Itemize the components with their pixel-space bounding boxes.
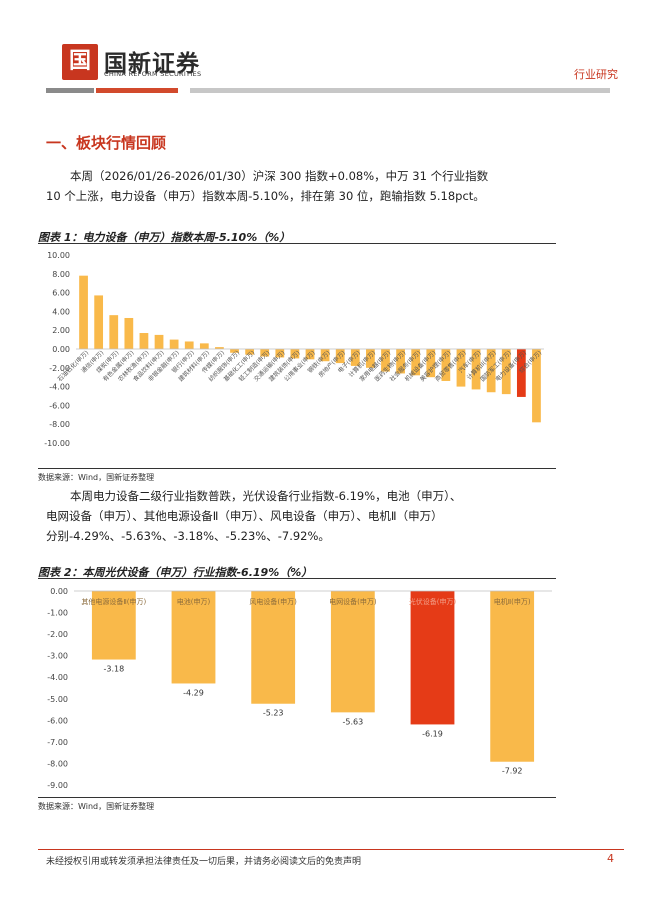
figure-2-top-rule [38, 578, 556, 579]
y-tick-label: -3.00 [47, 652, 68, 661]
y-tick-label: -2.00 [49, 364, 70, 373]
bar [350, 349, 360, 366]
bar [426, 349, 436, 378]
company-logo-icon: 国 [62, 44, 98, 80]
y-tick-label: -10.00 [44, 439, 70, 448]
bar [516, 349, 526, 397]
figure-1-bottom-rule [38, 468, 556, 469]
bar [275, 349, 285, 358]
bar [501, 349, 511, 395]
bar [381, 349, 390, 372]
bar [94, 295, 104, 349]
x-tick-label: 电网设备(申万) [329, 597, 377, 606]
paragraph-2-line-2: 电网设备（申万）、其他电源设备Ⅱ（申万）、风电设备（申万）、电机Ⅱ（申万） [46, 509, 443, 523]
bar [471, 349, 481, 390]
bar [260, 349, 270, 357]
figure-2-source: 数据来源：Wind，国新证券整理 [38, 802, 155, 811]
header-rule-accent [96, 88, 178, 93]
bar [532, 349, 541, 423]
y-tick-label: 8.00 [52, 270, 70, 279]
figure-1-source: 数据来源：Wind，国新证券整理 [38, 473, 155, 482]
footer-rule [38, 849, 624, 850]
header-rule-right [190, 88, 610, 93]
figure-2-title: 图表 2：本周光伏设备（申万）行业指数-6.19%（%） [38, 566, 313, 579]
data-label: -4.29 [183, 688, 204, 697]
bar [139, 333, 149, 349]
paragraph-2-line-3: 分别-4.29%、-5.63%、-3.18%、-5.23%、-7.92%。 [46, 529, 330, 543]
data-label: -5.23 [263, 709, 284, 718]
bar [410, 591, 455, 725]
data-label: -3.18 [103, 665, 124, 674]
figure-1-title: 图表 1：电力设备（申万）指数本周-5.10%（%） [38, 231, 291, 244]
x-tick-label: 光伏设备(申万) [409, 597, 457, 606]
x-tick-label: 风电设备(申万) [249, 597, 297, 606]
figure-2-bottom-rule [38, 797, 556, 798]
figure-2-chart: 0.00 -1.00 -2.00 -3.00 -4.00 -5.00 -6.00 -7.00 -… [47, 587, 552, 790]
bar [245, 349, 254, 355]
bar [199, 343, 209, 349]
bar [230, 349, 239, 353]
y-tick-label: 2.00 [52, 326, 70, 335]
y-tick-label: -5.00 [47, 695, 68, 704]
figure-1-top-rule [38, 243, 556, 244]
bar [305, 349, 315, 360]
bar [396, 349, 405, 374]
x-tick-label: 电机Ⅱ(申万) [494, 597, 531, 606]
bar [154, 334, 164, 349]
paragraph-1-line-2: 10 个上涨，电力设备（申万）指数本周-5.10%，排在第 30 位，跑输指数 … [46, 189, 485, 203]
bar [441, 349, 451, 381]
bar [330, 591, 375, 713]
bar [171, 591, 216, 684]
y-tick-label: -4.00 [49, 383, 70, 392]
y-tick-label: -6.00 [47, 716, 68, 725]
y-tick-label: -8.00 [49, 420, 70, 429]
figure-1-chart: 10.00 8.00 6.00 4.00 2.00 0.00 -2.00 -4.00 -6.00… [44, 251, 544, 448]
footer-disclaimer: 未经授权引用或转发须承担法律责任及一切后果，并请务必阅读文后的免责声明 [46, 857, 362, 867]
y-tick-label: -7.00 [47, 738, 68, 747]
y-tick-label: 10.00 [47, 251, 70, 260]
y-tick-label: -8.00 [47, 759, 68, 768]
y-tick-label: 0.00 [52, 345, 70, 354]
bar [91, 591, 136, 660]
bar [124, 317, 134, 349]
bar [411, 349, 421, 376]
y-tick-label: -1.00 [47, 609, 68, 618]
report-category: 行业研究 [574, 68, 618, 81]
y-tick-label: -2.00 [47, 630, 68, 639]
bar [320, 349, 330, 362]
y-tick-label: -4.00 [47, 673, 68, 682]
paragraph-2-line-1: 本周电力设备二级行业指数普跌，光伏设备行业指数-6.19%，电池（申万）、 [70, 489, 462, 503]
y-tick-label: -9.00 [47, 781, 68, 790]
header-rule-left [46, 88, 94, 93]
logo-mark-glyph: 国 [68, 49, 91, 74]
y-tick-label: -6.00 [49, 401, 70, 410]
section-title: 一、板块行情回顾 [46, 134, 167, 152]
data-label: -5.63 [342, 717, 363, 726]
company-name-en: CHINA REFORM SECURITIES [104, 70, 202, 78]
bar [251, 591, 296, 704]
data-label: -7.92 [502, 767, 523, 776]
page-number: 4 [607, 852, 614, 865]
x-tick-label: 电池(申万) [177, 597, 211, 606]
bar [169, 339, 179, 349]
x-tick-label: 其他电源设备Ⅱ(申万) [81, 597, 146, 606]
bar [456, 349, 466, 387]
bar [79, 275, 88, 349]
y-tick-label: 6.00 [52, 289, 70, 298]
bar [335, 349, 345, 364]
y-tick-label: 4.00 [52, 307, 70, 316]
paragraph-1-line-1: 本周（2026/01/26-2026/01/30）沪深 300 指数+0.08%… [70, 169, 489, 183]
bar [486, 349, 496, 393]
bar [184, 341, 194, 349]
bar [290, 349, 300, 359]
data-label: -6.19 [422, 729, 443, 738]
bar [366, 349, 375, 368]
bar [109, 315, 119, 349]
bar [490, 591, 535, 762]
y-tick-label: 0.00 [50, 587, 68, 596]
company-name: 国新证券 [104, 51, 200, 77]
bar [215, 347, 224, 349]
